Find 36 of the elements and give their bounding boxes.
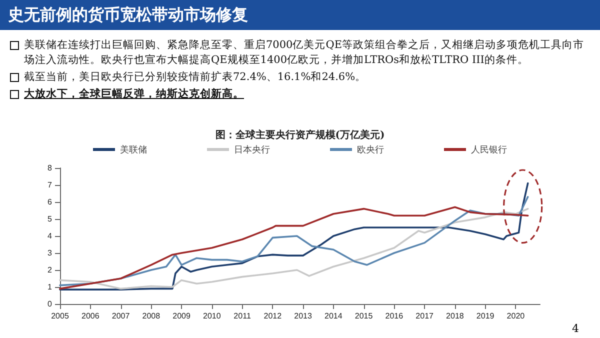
x-tick-label: 2006 — [81, 312, 100, 320]
y-tick-label: 4 — [48, 232, 53, 240]
y-tick-label: 2 — [48, 266, 53, 274]
text: 史无前例的货币宽松带动市场修复 — [0, 0, 600, 30]
text: 4 — [572, 322, 579, 335]
chart-title: 图：全球主要央行资产规模(万亿美元) — [214, 128, 386, 142]
x-tick-label: 2017 — [416, 312, 434, 320]
x-tick-label: 2018 — [446, 312, 464, 320]
legend-label: 美联储 — [120, 144, 147, 154]
x-tick-label: 2011 — [234, 312, 252, 320]
x-tick-label: 2019 — [476, 312, 495, 320]
y-tick-label: 6 — [48, 198, 53, 206]
text: 美联储在连续打出巨幅回购、紧急降息至零、重启7000亿美元QE等政策组合拳之后，又相继启动多项危机工具向市场注入流动性。欧央行也宣布大幅提高QE规模至1400亿欧元，并增加LTROs和放松TLTRO III的条件。 — [24, 39, 584, 66]
x-tick-label: 2005 — [51, 312, 70, 320]
text: 截至当前，美日欧央行已分别较疫情前扩表72.4%、16.1%和24.6%。 — [24, 71, 366, 83]
text: 大放水下，全球巨幅反弹，纳斯达克创新高。 — [24, 88, 244, 100]
y-tick-label: 5 — [48, 214, 53, 224]
y-tick-label: 0 — [48, 300, 53, 308]
x-tick-label: 2016 — [385, 312, 404, 320]
x-tick-label: 2013 — [294, 312, 312, 320]
x-tick-label: 2014 — [324, 312, 343, 320]
x-tick-label: 2008 — [142, 312, 161, 320]
legend-label: 人民银行 — [471, 144, 507, 154]
line-series — [59, 182, 529, 290]
x-tick-label: 2010 — [203, 312, 222, 320]
x-tick-label: 2015 — [354, 312, 374, 320]
x-tick-label: 2009 — [172, 312, 191, 320]
legend-label: 欧央行 — [357, 144, 384, 154]
y-tick-label: 8 — [48, 164, 53, 172]
x-tick-label: 2020 — [506, 312, 526, 320]
x-tick-label: 2012 — [264, 312, 282, 320]
legend-label: 日本央行 — [234, 144, 270, 154]
y-tick-label: 3 — [48, 248, 53, 258]
y-tick-label: 1 — [48, 282, 53, 292]
y-tick-label: 7 — [48, 180, 53, 190]
x-tick-label: 2007 — [112, 312, 130, 320]
